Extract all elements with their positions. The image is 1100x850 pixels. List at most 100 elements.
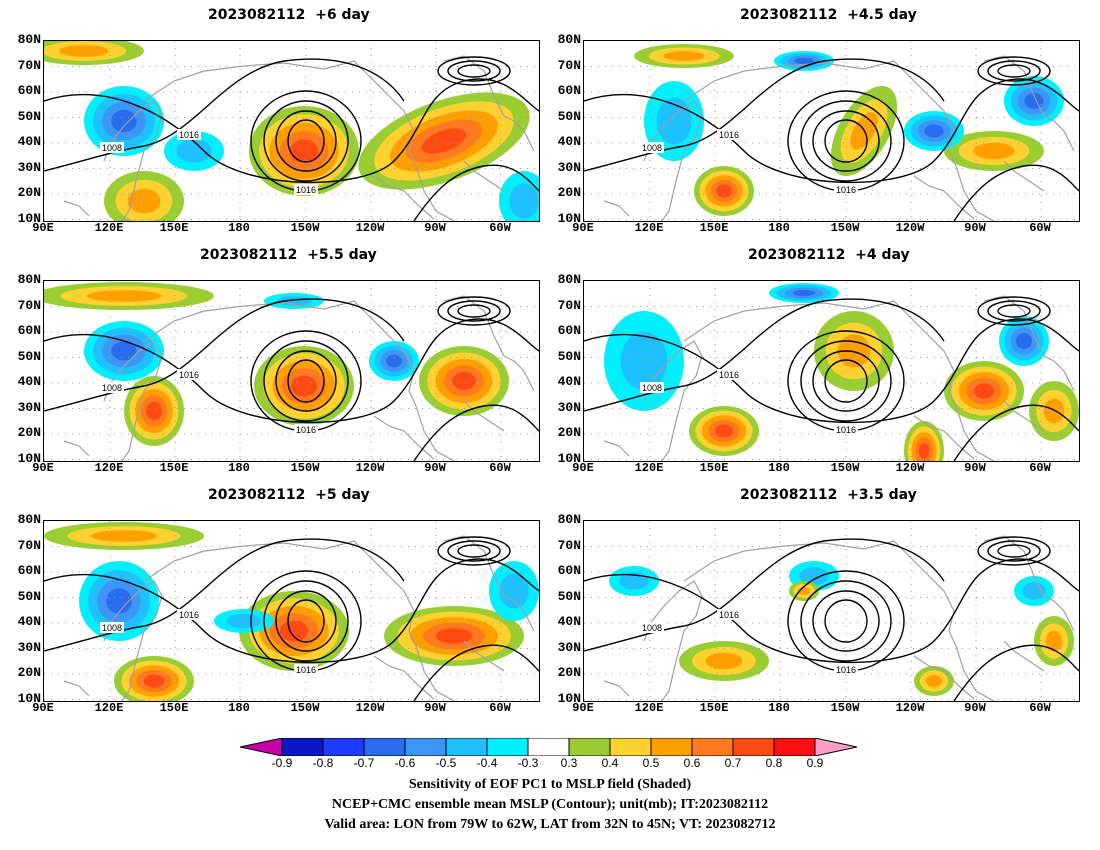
colorbar-tick-label: -0.5 bbox=[435, 756, 457, 770]
map-svg-5: 1008 1016 1016 bbox=[44, 521, 539, 701]
pressure-contour bbox=[787, 570, 905, 672]
coastline bbox=[463, 400, 505, 432]
contour-label: 1016 bbox=[719, 130, 739, 140]
pressure-contour bbox=[263, 100, 349, 182]
coastline bbox=[683, 60, 995, 221]
coastline bbox=[63, 680, 90, 697]
sensitivity-shading bbox=[792, 289, 816, 297]
lon-tick-label: 90W bbox=[964, 221, 986, 235]
coastline bbox=[63, 200, 90, 217]
contour-label-bg bbox=[834, 664, 858, 675]
lat-tick-label: 60N bbox=[557, 323, 581, 338]
pressure-contour bbox=[413, 164, 539, 221]
colorbar-segment bbox=[486, 738, 529, 756]
coastline bbox=[443, 295, 535, 392]
pressure-contour bbox=[413, 644, 539, 701]
coastline bbox=[603, 440, 630, 457]
lon-tick-label: 120W bbox=[895, 701, 925, 715]
sensitivity-shading bbox=[499, 573, 529, 609]
sensitivity-shading bbox=[386, 354, 402, 368]
contour-label: 1016 bbox=[296, 665, 316, 675]
coastline bbox=[683, 540, 995, 701]
contour-label: 1008 bbox=[642, 383, 662, 393]
contour-label-bg bbox=[834, 424, 858, 435]
colorbar-tick-label: 0.4 bbox=[601, 756, 619, 770]
sensitivity-shading bbox=[143, 674, 165, 688]
lat-tick-label: 30N bbox=[557, 159, 581, 175]
sensitivity-shading bbox=[435, 628, 473, 644]
coastline bbox=[1003, 160, 1045, 192]
colorbar-tick-label: -0.9 bbox=[271, 756, 293, 770]
lon-tick-label: 150W bbox=[830, 461, 860, 475]
lon-tick-label: 150E bbox=[159, 221, 189, 235]
contour-label-bg bbox=[717, 609, 741, 620]
coastline bbox=[913, 655, 975, 700]
pressure-contour bbox=[287, 359, 325, 403]
pressure-contour-1016 bbox=[584, 558, 1079, 664]
coastline bbox=[603, 200, 630, 217]
pressure-contour bbox=[457, 544, 491, 558]
lon-tick-label: 180 bbox=[768, 461, 790, 475]
pressure-contour bbox=[800, 580, 892, 662]
sensitivity-shading bbox=[59, 45, 109, 57]
lon-tick-label: 60W bbox=[489, 701, 511, 715]
colorbar-tick-label: -0.4 bbox=[476, 756, 498, 770]
pressure-contour-1016 bbox=[584, 78, 1079, 184]
footer-title: Sensitivity of EOF PC1 to MSLP field (Sh… bbox=[408, 777, 692, 792]
lon-tick-label: 180 bbox=[768, 221, 790, 235]
lat-tick-label: 10N bbox=[17, 450, 41, 466]
colorbar-segment bbox=[650, 738, 693, 756]
lat-tick-label: 60N bbox=[17, 563, 41, 578]
sensitivity-shading bbox=[714, 424, 734, 438]
contour-label: 1016 bbox=[179, 610, 199, 620]
lon-tick-label: 90W bbox=[424, 701, 446, 715]
contour-label-bg bbox=[177, 369, 201, 380]
pressure-contour bbox=[275, 110, 337, 172]
sensitivity-shading bbox=[837, 334, 871, 368]
lat-tick-label: 60N bbox=[17, 83, 41, 98]
coastline bbox=[1003, 640, 1045, 672]
contour-label: 1008 bbox=[642, 623, 662, 633]
panel-title-3: 2023082112 +5.5 day bbox=[200, 247, 377, 263]
lon-tick-label: 90E bbox=[32, 461, 54, 475]
lat-tick-label: 40N bbox=[557, 134, 581, 149]
lon-tick-label: 120W bbox=[355, 701, 385, 715]
coastline bbox=[643, 100, 703, 221]
sensitivity-shading bbox=[176, 139, 212, 163]
contour-label: 1016 bbox=[836, 665, 856, 675]
pressure-contour bbox=[437, 296, 511, 326]
coastline bbox=[443, 535, 535, 632]
coastline bbox=[983, 55, 1075, 152]
sensitivity-shading bbox=[619, 572, 649, 590]
lat-tick-label: 70N bbox=[17, 297, 41, 313]
colorbar bbox=[240, 738, 858, 756]
sensitivity-shading bbox=[421, 128, 467, 154]
lat-tick-label: 20N bbox=[557, 665, 581, 680]
pressure-contour bbox=[977, 536, 1051, 566]
sensitivity-shading bbox=[799, 567, 829, 585]
contour-label: 1016 bbox=[296, 185, 316, 195]
lon-tick-label: 60W bbox=[489, 461, 511, 475]
sensitivity-shading bbox=[663, 51, 705, 61]
colorbar-segment bbox=[732, 738, 775, 756]
map-svg-2: 1008 1016 1016 bbox=[584, 41, 1079, 221]
lat-tick-label: 20N bbox=[17, 185, 41, 200]
colorbar-segment bbox=[363, 738, 406, 756]
lat-tick-label: 70N bbox=[557, 297, 581, 313]
map-panel-4: 1008 1016 1016 bbox=[583, 280, 1080, 462]
sensitivity-shading bbox=[973, 383, 995, 399]
sensitivity-shading bbox=[1045, 630, 1063, 652]
sensitivity-shading bbox=[1043, 398, 1065, 424]
pressure-contour bbox=[987, 300, 1041, 322]
lon-tick-label: 90W bbox=[964, 461, 986, 475]
lon-tick-label: 150E bbox=[699, 461, 729, 475]
pressure-contour bbox=[447, 60, 501, 82]
colorbar-tick-label: -0.8 bbox=[312, 756, 334, 770]
coastline bbox=[463, 160, 505, 192]
lon-tick-label: 150W bbox=[290, 461, 320, 475]
sensitivity-shading bbox=[106, 588, 132, 614]
footer-valid-area: Valid area: LON from 79W to 62W, LAT fro… bbox=[324, 817, 776, 832]
pressure-contour bbox=[997, 544, 1031, 558]
coastline bbox=[143, 540, 455, 701]
lon-tick-label: 90E bbox=[32, 221, 54, 235]
